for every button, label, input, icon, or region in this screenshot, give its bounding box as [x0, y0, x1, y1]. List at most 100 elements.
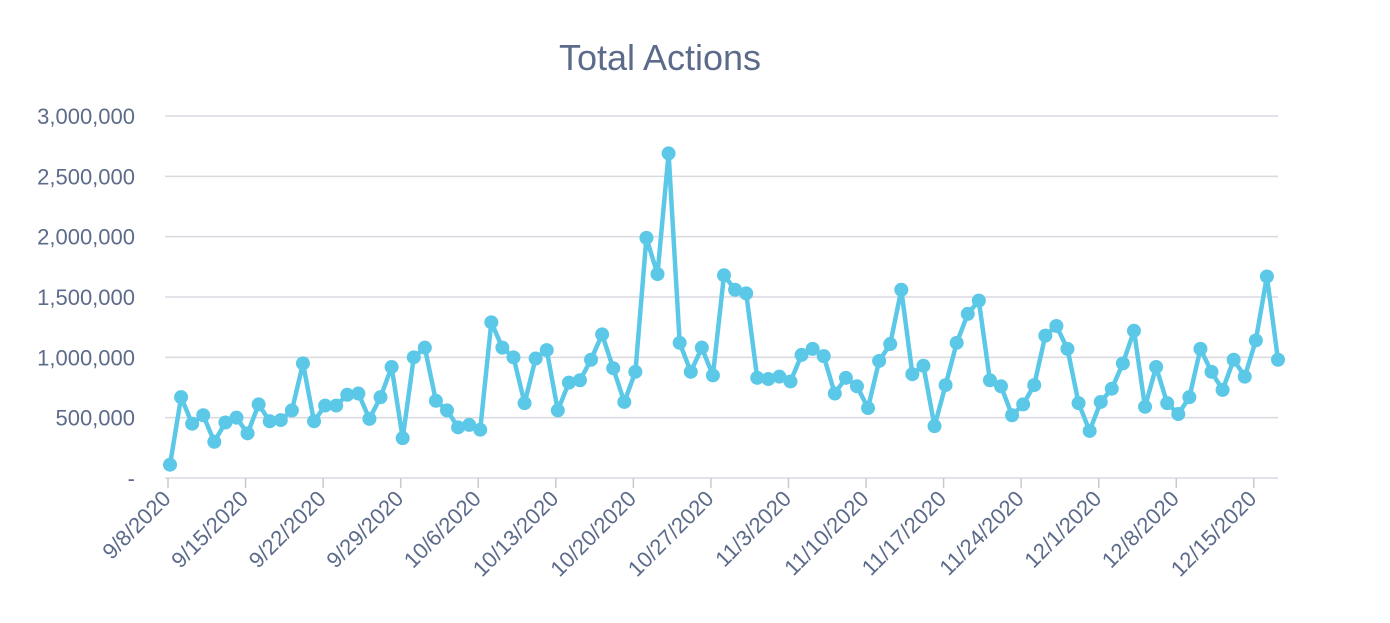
data-point[interactable] [506, 350, 521, 365]
data-point[interactable] [528, 351, 543, 366]
data-point[interactable] [606, 361, 621, 376]
data-point[interactable] [484, 315, 499, 330]
data-point[interactable] [307, 414, 322, 429]
data-point[interactable] [927, 419, 942, 434]
data-point[interactable] [1138, 399, 1153, 414]
data-point[interactable] [872, 353, 887, 368]
data-point[interactable] [672, 335, 687, 350]
data-point[interactable] [207, 434, 222, 449]
data-point[interactable] [373, 390, 388, 405]
data-point[interactable] [1193, 341, 1208, 356]
data-point[interactable] [295, 356, 310, 371]
data-point[interactable] [473, 422, 488, 437]
data-point[interactable] [1226, 352, 1241, 367]
data-point[interactable] [1005, 408, 1020, 423]
data-point[interactable] [794, 347, 809, 362]
data-point[interactable] [1082, 423, 1097, 438]
data-point[interactable] [406, 350, 421, 365]
data-point[interactable] [561, 375, 576, 390]
data-point[interactable] [750, 370, 765, 385]
data-point[interactable] [174, 390, 189, 405]
data-point[interactable] [284, 403, 299, 418]
data-point[interactable] [971, 293, 986, 308]
data-point[interactable] [1071, 396, 1086, 411]
data-point[interactable] [440, 403, 454, 418]
data-point[interactable] [362, 411, 377, 426]
data-point[interactable] [761, 372, 776, 387]
data-point[interactable] [1171, 407, 1186, 422]
data-point[interactable] [650, 267, 665, 282]
data-point[interactable] [728, 282, 743, 297]
data-point[interactable] [1271, 352, 1285, 367]
data-point[interactable] [1115, 356, 1130, 371]
data-point[interactable] [1038, 328, 1053, 343]
data-point[interactable] [163, 457, 177, 472]
data-point[interactable] [883, 337, 898, 352]
data-point[interactable] [584, 352, 599, 367]
data-point[interactable] [628, 364, 643, 379]
data-point[interactable] [395, 431, 410, 446]
data-point[interactable] [949, 335, 964, 350]
data-point[interactable] [1060, 341, 1075, 356]
data-point[interactable] [417, 340, 432, 355]
data-point[interactable] [351, 386, 366, 401]
data-point[interactable] [329, 398, 344, 413]
data-point[interactable] [905, 367, 920, 382]
data-point[interactable] [1160, 396, 1175, 411]
data-point[interactable] [251, 397, 266, 412]
data-point[interactable] [661, 146, 676, 161]
data-point[interactable] [894, 282, 909, 297]
data-point[interactable] [705, 368, 720, 383]
data-point[interactable] [916, 358, 931, 373]
data-point[interactable] [240, 426, 255, 441]
data-point[interactable] [451, 420, 466, 435]
data-point[interactable] [384, 359, 399, 374]
data-point[interactable] [639, 230, 654, 245]
data-point[interactable] [805, 341, 820, 356]
data-point[interactable] [517, 396, 532, 411]
data-point[interactable] [1093, 394, 1108, 409]
data-point[interactable] [982, 373, 997, 388]
data-point[interactable] [816, 349, 831, 364]
data-point[interactable] [1016, 397, 1031, 412]
data-point[interactable] [1104, 381, 1119, 396]
data-point[interactable] [218, 415, 233, 430]
data-point[interactable] [462, 417, 477, 432]
data-point[interactable] [1259, 269, 1274, 284]
data-point[interactable] [783, 374, 798, 389]
data-point[interactable] [827, 386, 842, 401]
data-point[interactable] [428, 393, 443, 408]
data-point[interactable] [1126, 323, 1141, 338]
data-point[interactable] [849, 379, 864, 394]
data-point[interactable] [683, 364, 698, 379]
data-point[interactable] [938, 378, 953, 393]
data-point[interactable] [262, 414, 277, 429]
data-point[interactable] [694, 340, 709, 355]
data-point[interactable] [717, 268, 731, 283]
data-point[interactable] [994, 379, 1008, 394]
data-point[interactable] [1027, 378, 1042, 393]
data-point[interactable] [318, 398, 333, 413]
data-point[interactable] [572, 373, 587, 388]
data-point[interactable] [617, 394, 632, 409]
data-point[interactable] [1204, 364, 1219, 379]
data-point[interactable] [1248, 333, 1263, 348]
data-point[interactable] [861, 401, 876, 416]
data-point[interactable] [1149, 359, 1164, 374]
data-point[interactable] [1215, 382, 1230, 397]
data-point[interactable] [595, 327, 610, 342]
data-point[interactable] [196, 408, 211, 423]
data-point[interactable] [772, 369, 787, 384]
data-point[interactable] [960, 306, 975, 321]
data-point[interactable] [1182, 390, 1197, 405]
data-point[interactable] [550, 403, 565, 418]
data-point[interactable] [1049, 318, 1064, 333]
data-point[interactable] [739, 286, 754, 301]
data-point[interactable] [229, 410, 244, 425]
data-point[interactable] [340, 387, 355, 402]
data-point[interactable] [495, 340, 510, 355]
data-point[interactable] [838, 370, 853, 385]
data-point[interactable] [273, 413, 288, 428]
data-point[interactable] [185, 416, 200, 431]
data-point[interactable] [1237, 369, 1252, 384]
